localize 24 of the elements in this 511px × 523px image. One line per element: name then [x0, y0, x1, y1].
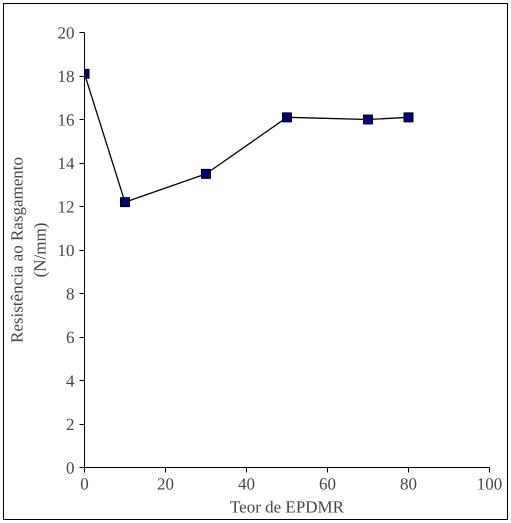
x-axis-title: Teor de EPDMR — [230, 498, 345, 516]
y-tick-label: 10 — [58, 241, 74, 260]
y-tick-label: 20 — [58, 24, 74, 42]
y-tick-label: 8 — [66, 284, 74, 304]
point — [201, 168, 211, 179]
x-tick-label: 20 — [157, 474, 174, 494]
point — [120, 197, 130, 208]
y-axis-title: Resistência ao Rasgamento (N/mm) — [8, 156, 50, 343]
y-tick-label: 4 — [66, 372, 75, 390]
y-tick-label: 0 — [66, 458, 74, 478]
y-tick-label: 18 — [58, 67, 74, 86]
y-tick-label: 6 — [66, 328, 74, 347]
x-tick-label: 0 — [80, 474, 89, 494]
y-tick-label: 14 — [58, 154, 75, 173]
point — [363, 114, 373, 124]
x-tick-label: 100 — [476, 474, 502, 494]
y-tick-label: 16 — [58, 110, 74, 130]
point — [282, 112, 292, 122]
x-tick-label: 40 — [238, 474, 255, 494]
y-tick-label: 2 — [66, 415, 74, 434]
point — [404, 112, 414, 122]
x-tick-label: 80 — [400, 474, 417, 494]
y-tick-label: 12 — [58, 198, 74, 216]
x-tick-label: 60 — [319, 474, 336, 494]
